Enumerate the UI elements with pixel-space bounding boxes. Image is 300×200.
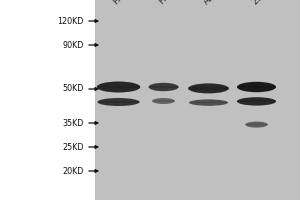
Text: 120KD: 120KD: [58, 17, 84, 25]
Bar: [237, 86, 276, 88]
Text: 293: 293: [250, 0, 268, 6]
Ellipse shape: [97, 82, 140, 92]
Bar: [94, 0, 300, 200]
Bar: [245, 124, 268, 125]
Text: 35KD: 35KD: [63, 118, 84, 128]
Ellipse shape: [152, 98, 175, 104]
Bar: [152, 100, 175, 102]
Bar: [189, 102, 228, 103]
Ellipse shape: [237, 82, 276, 92]
Text: He la: He la: [112, 0, 134, 6]
Bar: [148, 86, 178, 88]
Bar: [237, 100, 276, 102]
Text: HepG2: HepG2: [157, 0, 184, 6]
Bar: [188, 87, 229, 90]
Ellipse shape: [188, 83, 229, 93]
Text: 50KD: 50KD: [63, 84, 84, 93]
Ellipse shape: [237, 97, 276, 106]
Ellipse shape: [148, 83, 178, 91]
Bar: [98, 101, 140, 103]
Bar: [97, 86, 140, 88]
Text: 25KD: 25KD: [62, 142, 84, 152]
Text: 20KD: 20KD: [63, 166, 84, 176]
Text: A549: A549: [202, 0, 224, 6]
Ellipse shape: [98, 98, 140, 106]
Ellipse shape: [189, 99, 228, 106]
Text: 90KD: 90KD: [63, 40, 84, 49]
Ellipse shape: [245, 122, 268, 128]
